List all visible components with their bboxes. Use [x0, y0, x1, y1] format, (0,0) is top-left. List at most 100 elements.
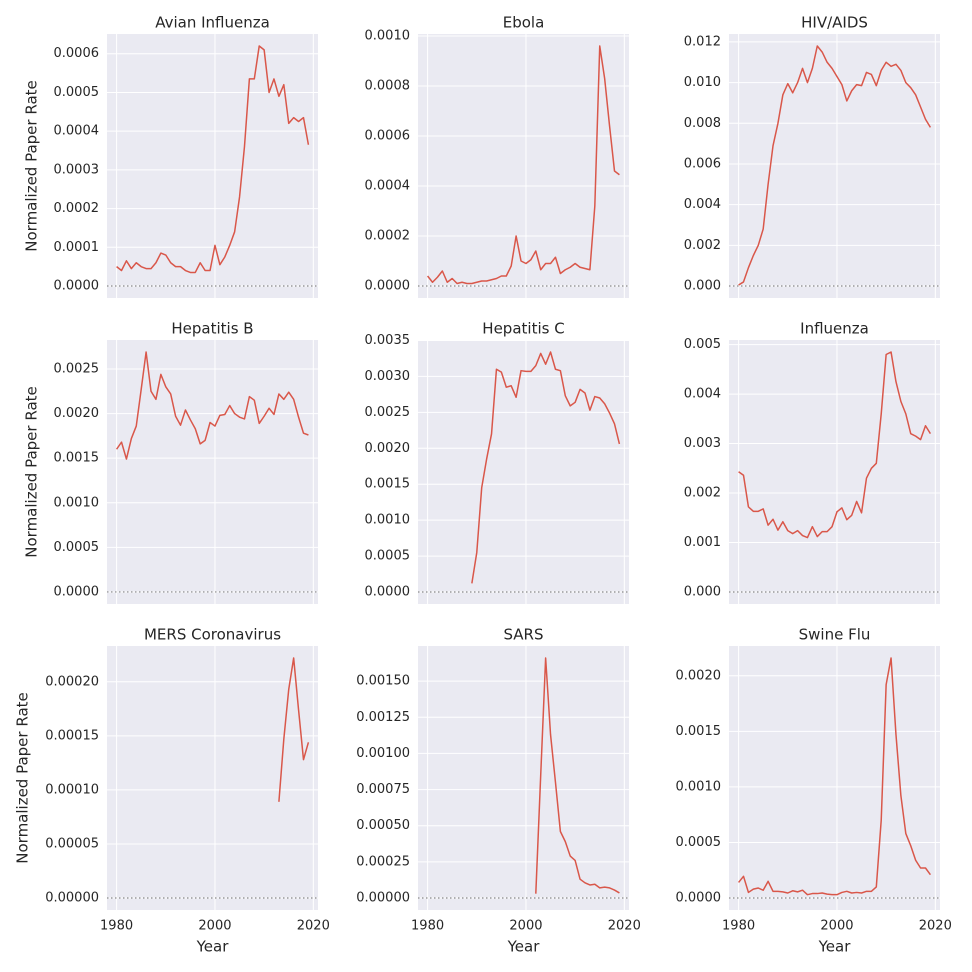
data-line	[535, 657, 620, 894]
plot-area	[729, 34, 940, 298]
y-tick-label: 0.00150	[356, 674, 410, 689]
y-tick-label: 0.00015	[45, 728, 99, 743]
subplot: 0.000 0.001 0.002 0.003 0.004 0.005 Influenza	[684, 320, 940, 604]
data-line	[116, 45, 310, 274]
y-tick-label: 0.00005	[45, 836, 99, 851]
y-tick-label: 0.00100	[356, 746, 410, 761]
subplot: 0.00000 0.00005 0.00010 0.00015 0.00020 1980 2…	[14, 626, 330, 956]
y-tick-label: 0.0020	[54, 406, 100, 421]
subplot-title: Influenza	[800, 320, 869, 338]
y-tick-label: 0.0006	[365, 129, 411, 144]
y-tick-label: 0.0010	[54, 495, 100, 510]
plot-area	[107, 34, 318, 298]
y-tick-label: 0.0025	[54, 361, 100, 376]
subplot: 0.0000 0.0005 0.0010 0.0015 0.0020 0.0025 Hepa…	[23, 320, 318, 604]
y-tick-label: 0.0005	[54, 540, 100, 555]
y-tick-label: 0.00025	[356, 854, 410, 869]
x-tick-label: 2000	[820, 919, 853, 934]
plot-area	[107, 646, 318, 910]
y-tick-label: 0.0010	[365, 513, 411, 528]
y-tick-label: 0.00000	[356, 891, 410, 906]
y-tick-label: 0.0006	[54, 46, 100, 61]
subplot-title: Avian Influenza	[155, 14, 270, 32]
x-tick-label: 2020	[608, 919, 641, 934]
y-tick-label: 0.0015	[676, 724, 722, 739]
y-tick-label: 0.000	[684, 584, 721, 599]
subplot-title: MERS Coronavirus	[144, 626, 281, 644]
plot-area	[418, 646, 629, 910]
y-tick-label: 0.0005	[676, 835, 722, 850]
data-line	[427, 45, 620, 285]
y-axis-label: Normalized Paper Rate	[14, 692, 32, 863]
y-tick-label: 0.004	[684, 197, 721, 212]
y-tick-label: 0.002	[684, 486, 721, 501]
y-tick-label: 0.0000	[676, 891, 722, 906]
subplot: 0.0000 0.0005 0.0010 0.0015 0.0020 1980 2000 20…	[676, 626, 952, 956]
data-line	[115, 351, 309, 460]
y-tick-label: 0.0005	[365, 549, 411, 564]
y-tick-label: 0.0010	[365, 29, 411, 44]
y-tick-label: 0.004	[684, 387, 721, 402]
x-axis-label: Year	[507, 938, 541, 956]
y-tick-label: 0.006	[684, 156, 721, 171]
y-tick-label: 0.0004	[54, 124, 100, 139]
y-tick-label: 0.00125	[356, 710, 410, 725]
subplot: 0.0000 0.0001 0.0002 0.0003 0.0004 0.0005 0.00…	[23, 14, 318, 298]
y-tick-label: 0.0008	[365, 79, 411, 94]
y-tick-label: 0.008	[684, 116, 721, 131]
y-tick-label: 0.000	[684, 279, 721, 294]
x-tick-label: 1980	[100, 919, 133, 934]
y-tick-label: 0.0002	[54, 201, 100, 216]
y-tick-label: 0.0010	[676, 779, 722, 794]
y-tick-label: 0.0000	[54, 584, 100, 599]
subplot-title: Ebola	[503, 14, 545, 32]
subplot-title: Swine Flu	[799, 626, 871, 644]
x-tick-label: 2020	[297, 919, 330, 934]
x-tick-label: 1980	[411, 919, 444, 934]
y-tick-label: 0.0001	[54, 240, 100, 255]
subplot: 0.00000 0.00025 0.00050 0.00075 0.00100 0.001…	[356, 626, 641, 956]
plot-area	[107, 340, 318, 604]
subplot: 0.0000 0.0005 0.0010 0.0015 0.0020 0.0025 0.00…	[365, 320, 629, 604]
y-tick-label: 0.00010	[45, 782, 99, 797]
subplot-title: Hepatitis C	[482, 320, 564, 338]
y-tick-label: 0.0003	[54, 162, 100, 177]
y-tick-label: 0.00075	[356, 782, 410, 797]
subplot-title: HIV/AIDS	[801, 14, 868, 32]
y-tick-label: 0.0025	[365, 405, 411, 420]
y-tick-label: 0.00050	[356, 818, 410, 833]
data-line	[738, 45, 932, 286]
x-axis-label: Year	[196, 938, 230, 956]
y-tick-label: 0.0000	[365, 279, 411, 294]
y-tick-label: 0.00020	[45, 674, 99, 689]
y-tick-label: 0.003	[684, 436, 721, 451]
y-tick-label: 0.001	[684, 535, 721, 550]
y-tick-label: 0.0005	[54, 85, 100, 100]
y-axis-label: Normalized Paper Rate	[23, 80, 41, 251]
subplot: 0.000 0.002 0.004 0.006 0.008 0.010 0.012 HIV/A…	[684, 14, 940, 298]
y-tick-label: 0.0000	[365, 585, 411, 600]
y-tick-label: 0.0002	[365, 229, 411, 244]
data-line	[738, 351, 932, 539]
y-tick-label: 0.0015	[365, 477, 411, 492]
y-tick-label: 0.0000	[54, 279, 100, 294]
subplot-title: Hepatitis B	[171, 320, 253, 338]
data-line	[738, 657, 932, 896]
y-tick-label: 0.00000	[45, 891, 99, 906]
y-tick-label: 0.0030	[365, 369, 411, 384]
y-tick-label: 0.0020	[676, 668, 722, 683]
plot-area	[418, 34, 629, 298]
y-tick-label: 0.010	[684, 75, 721, 90]
y-tick-label: 0.0004	[365, 179, 411, 194]
y-tick-label: 0.012	[684, 34, 721, 49]
subplot-title: SARS	[503, 626, 543, 644]
y-tick-label: 0.0020	[365, 441, 411, 456]
y-axis-label: Normalized Paper Rate	[23, 386, 41, 557]
x-tick-label: 2020	[919, 919, 952, 934]
y-tick-label: 0.002	[684, 238, 721, 253]
plot-area	[418, 340, 629, 604]
x-tick-label: 2000	[198, 919, 231, 934]
plot-area	[729, 646, 940, 910]
subplot: 0.0000 0.0002 0.0004 0.0006 0.0008 0.0010 Ebol…	[365, 14, 629, 298]
